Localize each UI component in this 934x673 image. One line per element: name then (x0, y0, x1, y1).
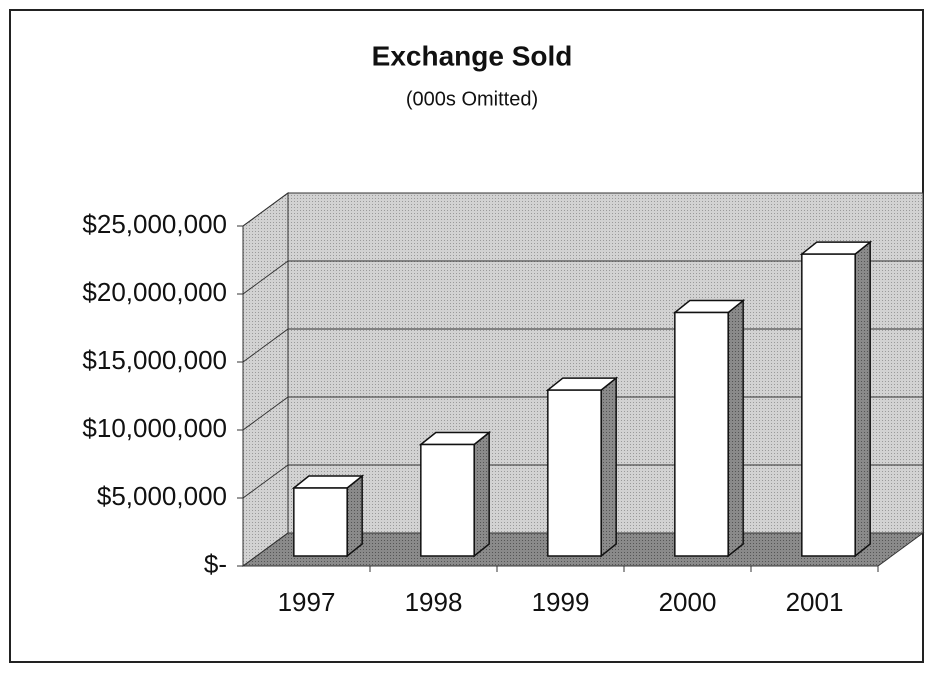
bar (291, 474, 365, 558)
y-tick-label: $10,000,000 (82, 413, 227, 443)
grid-line (242, 260, 923, 295)
y-tick-label: $5,000,000 (97, 481, 227, 511)
x-tick-label: 2000 (659, 587, 717, 617)
bar-face (600, 376, 617, 558)
bar-face (346, 474, 363, 558)
y-tick-label: $25,000,000 (82, 209, 227, 239)
bar (672, 298, 746, 558)
bar-face (727, 298, 744, 558)
side-wall (242, 192, 289, 567)
bar-face (801, 253, 856, 557)
bar (545, 376, 619, 558)
grid-line (242, 192, 923, 227)
chart-title: Exchange Sold (372, 40, 573, 71)
bar (799, 240, 873, 558)
bar-face (854, 240, 871, 558)
bar-face (547, 389, 602, 557)
x-tick-label: 2001 (786, 587, 844, 617)
y-tick-label: $15,000,000 (82, 345, 227, 375)
y-tick-label: $- (204, 549, 227, 579)
bar-face (674, 311, 729, 557)
bar (418, 430, 492, 558)
bar-face (420, 443, 475, 557)
chart-subtitle: (000s Omitted) (406, 88, 538, 110)
bar-face (293, 487, 348, 557)
x-tick-label: 1999 (532, 587, 590, 617)
x-tick-label: 1998 (405, 587, 463, 617)
y-tick-label: $20,000,000 (82, 277, 227, 307)
x-tick-label: 1997 (278, 587, 336, 617)
bar-face (473, 430, 490, 558)
